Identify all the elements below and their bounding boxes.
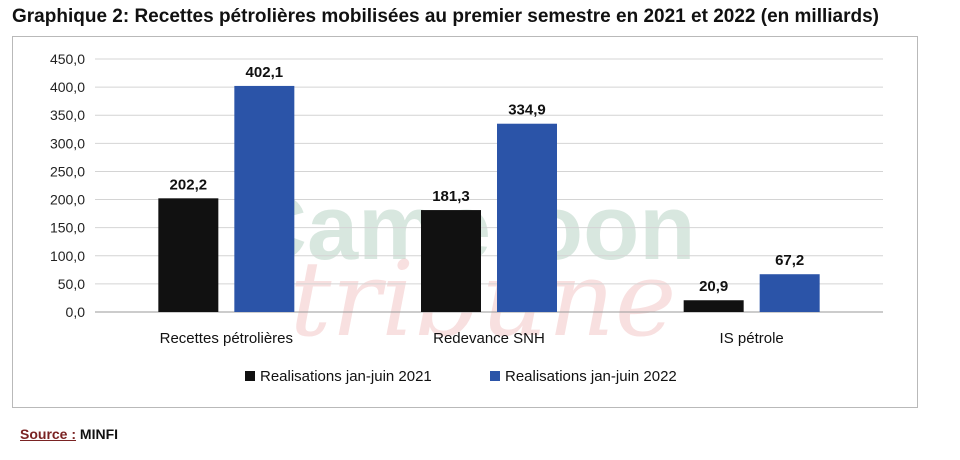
category-label: Redevance SNH <box>433 330 545 347</box>
data-label: 334,9 <box>508 102 546 119</box>
y-tick-label: 400,0 <box>50 79 85 95</box>
gridlines <box>95 58 883 313</box>
y-tick-label: 100,0 <box>50 248 85 264</box>
data-label: 402,1 <box>246 64 284 81</box>
bar <box>683 300 744 312</box>
y-tick-label: 0,0 <box>66 304 86 320</box>
legend-swatch <box>245 371 255 381</box>
data-label: 20,9 <box>699 278 728 295</box>
chart-frame: Cameroontribune 0,050,0100,0150,0200,025… <box>12 36 918 408</box>
source-value: MINFI <box>79 426 119 442</box>
chart-title: Graphique 2: Recettes pétrolières mobili… <box>12 6 879 27</box>
y-tick-label: 350,0 <box>50 107 85 123</box>
y-tick-label: 50,0 <box>58 276 85 292</box>
category-labels: Recettes pétrolières Redevance SNH IS pétr… <box>160 330 784 347</box>
data-label: 202,2 <box>170 176 208 193</box>
y-tick-label: 150,0 <box>50 220 85 236</box>
y-tick-label: 250,0 <box>50 163 85 179</box>
legend: Realisations jan-juin 2021 Realisations j… <box>245 368 677 385</box>
y-tick-label: 300,0 <box>50 135 85 151</box>
watermark-text-2: tribune <box>290 238 677 360</box>
category-label: IS pétrole <box>720 330 784 347</box>
data-label: 181,3 <box>432 188 470 205</box>
bar <box>158 198 219 312</box>
bar <box>421 210 481 312</box>
value-labels: 202,2 402,1 181,3 334,9 20,9 67,2 <box>170 64 805 295</box>
source-note: Source : MINFI <box>20 426 118 442</box>
bar <box>234 85 295 312</box>
data-label: 67,2 <box>775 252 804 269</box>
y-axis-ticks: 0,0 50,0 100,0 150,0 200,0 250,0 300,0 350,0 400… <box>50 51 85 320</box>
legend-swatch <box>490 371 500 381</box>
bar <box>759 274 820 312</box>
legend-label: Realisations jan-juin 2022 <box>505 368 677 385</box>
bar <box>497 123 557 312</box>
category-label: Recettes pétrolières <box>160 330 293 347</box>
y-tick-label: 450,0 <box>50 51 85 67</box>
bar-chart: Cameroontribune 0,050,0100,0150,0200,025… <box>50 51 883 385</box>
source-label: Source : <box>20 426 77 442</box>
legend-label: Realisations jan-juin 2021 <box>260 368 432 385</box>
y-tick-label: 200,0 <box>50 192 85 208</box>
bars <box>158 85 820 312</box>
